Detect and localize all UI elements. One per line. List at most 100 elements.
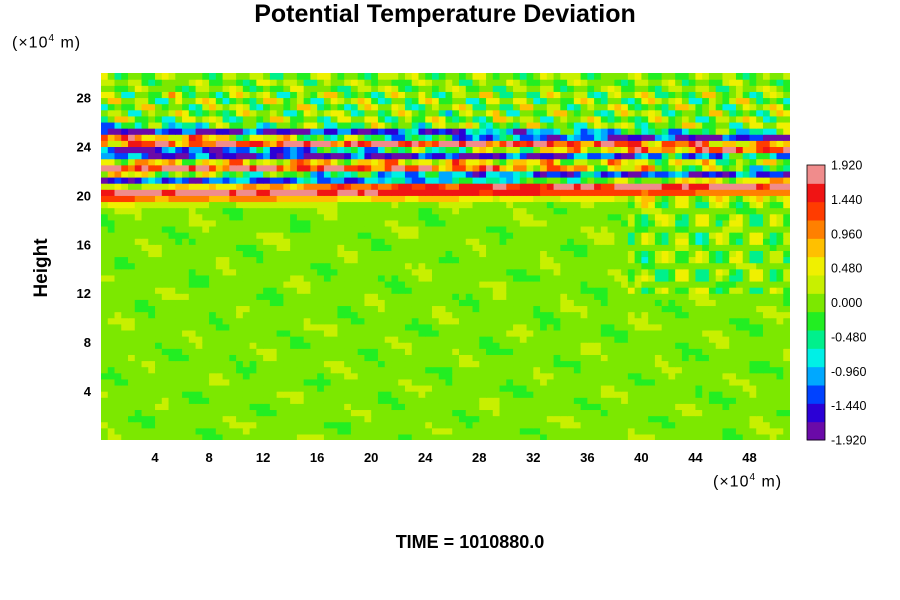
heatmap-cell [344,238,352,245]
heatmap-cell [168,311,176,319]
heatmap-cell [465,250,474,258]
heatmap-cell [573,232,582,239]
heatmap-cell [580,183,588,190]
heatmap-cell [776,433,784,440]
heatmap-cell [688,158,697,166]
heatmap-cell [452,274,460,282]
heatmap-cell [769,329,778,337]
heatmap-cell [161,201,170,209]
heatmap-cell [263,397,271,404]
heatmap-cell [155,176,163,184]
heatmap-cell [445,287,453,294]
heatmap-cell [479,207,487,215]
heatmap-cell [459,189,467,196]
heatmap-cell [783,403,790,411]
heatmap-cell [675,152,683,160]
heatmap-cell [533,336,541,343]
heatmap-cell [587,152,595,160]
heatmap-cell [141,232,149,239]
heatmap-cell [783,189,790,196]
heatmap-cell [688,336,697,343]
heatmap-cell [317,146,325,154]
heatmap-cell [242,152,251,160]
heatmap-cell [675,250,683,258]
heatmap-cell [114,158,122,166]
heatmap-cell [148,176,156,184]
heatmap-cell [681,372,690,380]
heatmap-cell [242,409,251,417]
heatmap-cell [209,415,217,423]
heatmap-cell [371,427,379,435]
heatmap-cell [486,256,494,264]
heatmap-cell [344,274,352,282]
heatmap-cell [776,189,784,196]
heatmap-cell [702,427,710,435]
heatmap-cell [371,164,379,172]
heatmap-cell [128,397,136,404]
heatmap-cell [404,397,413,404]
heatmap-cell [742,201,751,209]
heatmap-cell [519,329,528,337]
heatmap-cell [762,433,771,440]
heatmap-cell [702,274,710,282]
heatmap-cell [621,366,629,374]
heatmap-cell [209,433,217,440]
heatmap-cell [161,213,170,221]
heatmap-cell [486,378,494,386]
heatmap-cell [350,329,359,337]
heatmap-cell [438,311,447,319]
heatmap-cell [377,146,386,154]
heatmap-cell [141,305,149,313]
heatmap-cell [276,384,284,392]
heatmap-cell [769,384,778,392]
heatmap-cell [202,201,210,209]
heatmap-cell [600,403,609,411]
heatmap-cell [486,140,494,147]
heatmap-cell [519,189,528,196]
heatmap-cell [783,152,790,160]
heatmap-cell [742,250,751,258]
heatmap-cell [209,262,217,270]
heatmap-cell [621,305,629,313]
heatmap-cell [486,317,494,325]
heatmap-cell [168,244,176,251]
heatmap-cell [614,183,622,190]
heatmap-cell [310,360,318,368]
heatmap-cell [290,384,298,392]
heatmap-cell [323,140,332,147]
heatmap-cell [141,225,149,233]
heatmap-cell [134,195,143,203]
heatmap-cell [648,262,656,270]
heatmap-cell [641,360,649,368]
heatmap-cell [418,164,426,172]
heatmap-cell [546,336,555,343]
heatmap-cell [729,170,737,178]
heatmap-cell [364,158,372,166]
heatmap-cell [607,164,615,172]
heatmap-cell [425,317,433,325]
heatmap-cell [499,305,507,313]
heatmap-cell [391,176,399,184]
heatmap-cell [384,384,393,392]
heatmap-cell [519,360,528,368]
heatmap-cell [371,391,379,398]
heatmap-cell [526,250,534,258]
heatmap-cell [634,146,642,154]
heatmap-cell [702,183,710,190]
heatmap-cell [492,262,501,270]
heatmap-cell [459,238,467,245]
heatmap-cell [188,164,197,172]
heatmap-cell [404,348,413,355]
heatmap-cell [614,329,622,337]
heatmap-cell [675,201,683,209]
heatmap-cell [377,244,386,251]
heatmap-cell [573,274,582,282]
heatmap-cell [404,366,413,374]
heatmap-cell [695,195,703,203]
heatmap-cell [384,354,393,362]
heatmap-cell [290,274,298,282]
heatmap-cell [236,219,244,227]
heatmap-cell [661,409,670,417]
heatmap-cell [350,176,359,184]
heatmap-cell [323,293,332,300]
